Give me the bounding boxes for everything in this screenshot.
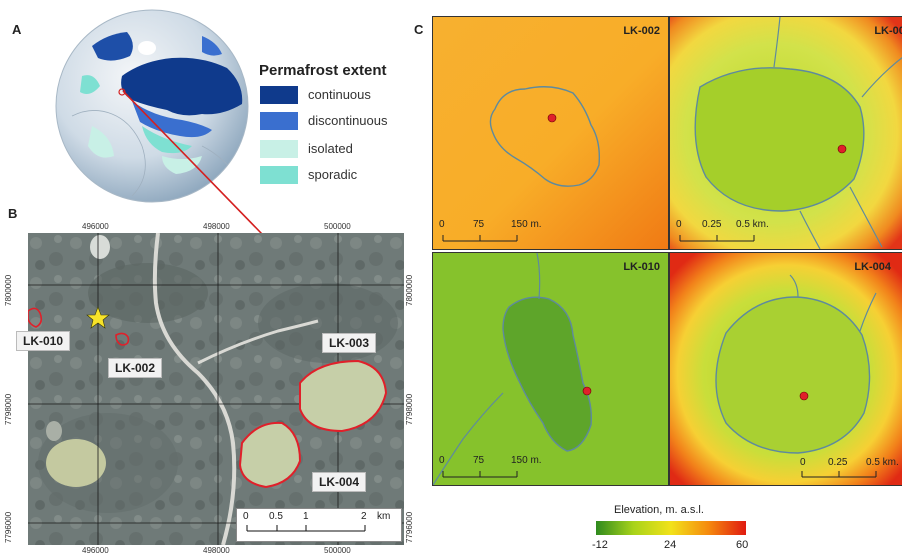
lake-label-lk004: LK-004 (312, 472, 367, 492)
lake-label-lk003: LK-003 (322, 333, 377, 353)
y-tick-left-3: 7796000 (4, 511, 13, 543)
colorbar-tick-max: 60 (736, 539, 749, 551)
tile-lk010-scale-1: 75 (473, 455, 485, 466)
tile-lk010-scale-2: 150 m. (511, 455, 542, 466)
tile-lk002-scale-0: 0 (439, 219, 445, 230)
tile-lk004-scale-2: 0.5 km. (866, 457, 899, 468)
legend-label-discontinuous: discontinuous (308, 113, 388, 128)
lake-label-lk002: LK-002 (108, 358, 163, 378)
lake-label-lk010: LK-010 (16, 331, 71, 351)
legend-swatch-continuous (260, 86, 298, 104)
satellite-map (28, 233, 404, 545)
scale-b-unit: km (377, 511, 391, 522)
legend-label-sporadic: sporadic (308, 167, 358, 182)
tile-lk003-scale-0: 0 (676, 219, 682, 230)
dem-tile-lk004: LK-004 0 0.25 0.5 km. (669, 252, 902, 486)
panel-letter-b: B (8, 206, 18, 221)
tile-lk010-scale-0: 0 (439, 455, 445, 466)
tile-lk004-scale-0: 0 (800, 457, 806, 468)
tile-tag-lk010: LK-010 (623, 261, 660, 273)
x-tick-bottom-2: 498000 (203, 546, 230, 555)
globe-map (52, 6, 252, 206)
scale-b-tick-2: 1 (303, 511, 309, 522)
tile-tag-lk002: LK-002 (623, 25, 660, 37)
y-tick-right-3: 7796000 (405, 511, 414, 543)
x-tick-bottom-3: 500000 (324, 546, 351, 555)
legend-swatch-discontinuous (260, 112, 298, 130)
panel-letter-c: C (414, 22, 424, 37)
tile-lk003-scale-1: 0.25 (702, 219, 722, 230)
tile-lk004-scale-1: 0.25 (828, 457, 848, 468)
colorbar-tick-min: -12 (592, 539, 608, 551)
legend-label-continuous: continuous (308, 87, 371, 102)
panel-letter-a: A (12, 22, 22, 37)
dem-tile-lk002: LK-002 0 75 150 m. (432, 16, 669, 250)
y-tick-right-2: 7798000 (405, 393, 414, 425)
dem-tile-lk003: LK-003 0 0.25 0.5 km. (669, 16, 902, 250)
x-tick-bottom-1: 496000 (82, 546, 109, 555)
scale-bar-b: 0 0.5 1 2 km (236, 508, 402, 542)
legend-swatch-sporadic (260, 166, 298, 184)
scale-b-tick-3: 2 (361, 511, 367, 522)
x-tick-top-2: 498000 (203, 222, 230, 231)
tile-lk002-scale-1: 75 (473, 219, 485, 230)
scale-b-tick-1: 0.5 (269, 511, 283, 522)
x-tick-top-1: 496000 (82, 222, 109, 231)
dem-tile-lk010: LK-010 0 75 150 m. (432, 252, 669, 486)
tile-lk003-scale-2: 0.5 km. (736, 219, 769, 230)
tile-lk002-scale-2: 150 m. (511, 219, 542, 230)
colorbar-tick-mid: 24 (664, 539, 677, 551)
legend-label-isolated: isolated (308, 141, 353, 156)
x-tick-top-3: 500000 (324, 222, 351, 231)
y-tick-left-1: 7800000 (4, 274, 13, 306)
colorbar-title: Elevation, m. a.s.l. (614, 504, 704, 516)
y-tick-right-1: 7800000 (405, 274, 414, 306)
tile-tag-lk003: LK-003 (874, 25, 902, 37)
legend-swatch-isolated (260, 140, 298, 158)
colorbar-gradient (596, 521, 746, 535)
legend-title: Permafrost extent (259, 62, 387, 79)
scale-b-tick-0: 0 (243, 511, 249, 522)
tile-tag-lk004: LK-004 (854, 261, 891, 273)
y-tick-left-2: 7798000 (4, 393, 13, 425)
